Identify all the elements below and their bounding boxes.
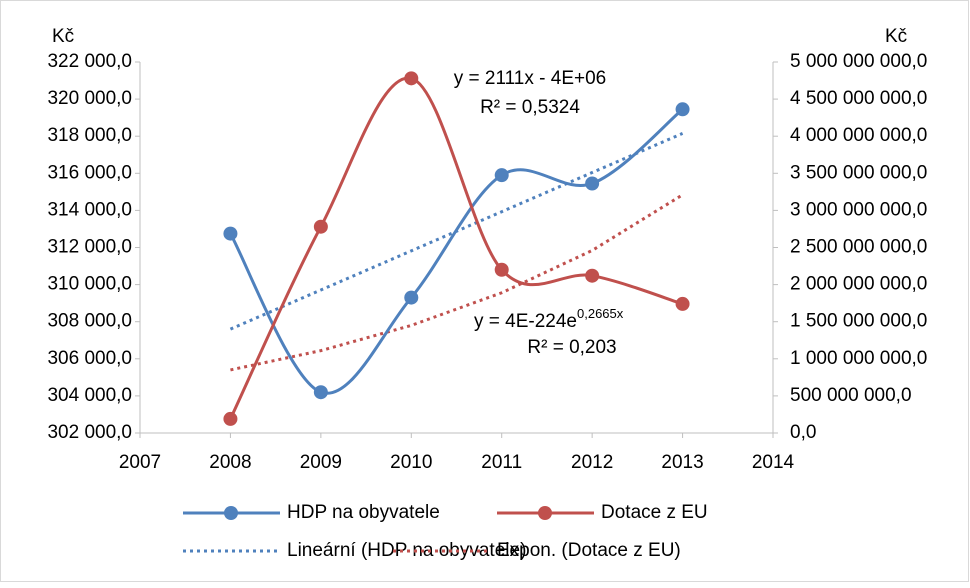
y-tick-label: 322 000,0 (47, 51, 132, 72)
marker (313, 385, 328, 400)
x-tick-label: 2009 (300, 452, 342, 473)
y2-tick-label: 1 000 000 000,0 (790, 348, 927, 369)
annotation: R² = 0,5324 (480, 97, 580, 118)
y2-tick-label: 3 500 000 000,0 (790, 162, 927, 183)
y-tick-label: 304 000,0 (47, 385, 132, 406)
x-tick-label: 2008 (209, 452, 251, 473)
annotation-main: y = 4E-224e (474, 311, 577, 332)
y-tick-label: 306 000,0 (47, 348, 132, 369)
y-tick-label: 302 000,0 (47, 422, 132, 443)
annotation: R² = 0,203 (527, 337, 616, 358)
y-tick-label: 318 000,0 (47, 125, 132, 146)
y2-tick-label: 1 500 000 000,0 (790, 311, 927, 332)
y2-tick-label: 0,0 (790, 422, 816, 443)
marker (494, 262, 509, 277)
y2-tick-label: 2 500 000 000,0 (790, 237, 927, 258)
marker (675, 102, 690, 117)
annotation-sup: 0,2665x (577, 306, 624, 321)
y-tick-label: 310 000,0 (47, 274, 132, 295)
y-axis-label: Kč (52, 26, 74, 47)
marker (223, 226, 238, 241)
x-tick-label: 2007 (119, 452, 161, 473)
y2-axis-label: Kč (885, 26, 907, 47)
y-tick-label: 308 000,0 (47, 311, 132, 332)
marker (675, 296, 690, 311)
marker (404, 71, 419, 86)
legend-label: Dotace z EU (601, 502, 708, 523)
trend-line (230, 193, 684, 372)
annotation: y = 2111x - 4E+06 (454, 68, 606, 89)
y-tick-label: 316 000,0 (47, 162, 132, 183)
x-tick-label: 2010 (390, 452, 432, 473)
x-tick-label: 2014 (752, 452, 795, 473)
y2-tick-label: 5 000 000 000,0 (790, 51, 927, 72)
x-tick-label: 2012 (571, 452, 613, 473)
y-tick-label: 314 000,0 (47, 199, 132, 220)
legend-marker (224, 506, 238, 520)
marker (223, 411, 238, 426)
y2-tick-label: 4 000 000 000,0 (790, 125, 927, 146)
x-tick-label: 2013 (661, 452, 703, 473)
y2-tick-label: 3 000 000 000,0 (790, 199, 927, 220)
legend-label: Expon. (Dotace z EU) (497, 540, 681, 561)
x-tick-label: 2011 (481, 452, 522, 473)
legend-marker (538, 506, 552, 520)
y-tick-label: 312 000,0 (47, 237, 132, 258)
marker (404, 290, 419, 305)
marker (313, 219, 328, 234)
marker (585, 268, 600, 283)
y2-tick-label: 2 000 000 000,0 (790, 274, 927, 295)
marker (585, 176, 600, 191)
marker (494, 168, 509, 183)
y2-tick-label: 500 000 000,0 (790, 385, 912, 406)
y-tick-label: 320 000,0 (47, 88, 132, 109)
annotation: y = 4E-224e0,2665x (474, 306, 624, 332)
legend-label: HDP na obyvatele (287, 502, 440, 523)
y2-tick-label: 4 500 000 000,0 (790, 88, 927, 109)
legend-label: Lineární (HDP na obyvatele) (287, 540, 526, 561)
